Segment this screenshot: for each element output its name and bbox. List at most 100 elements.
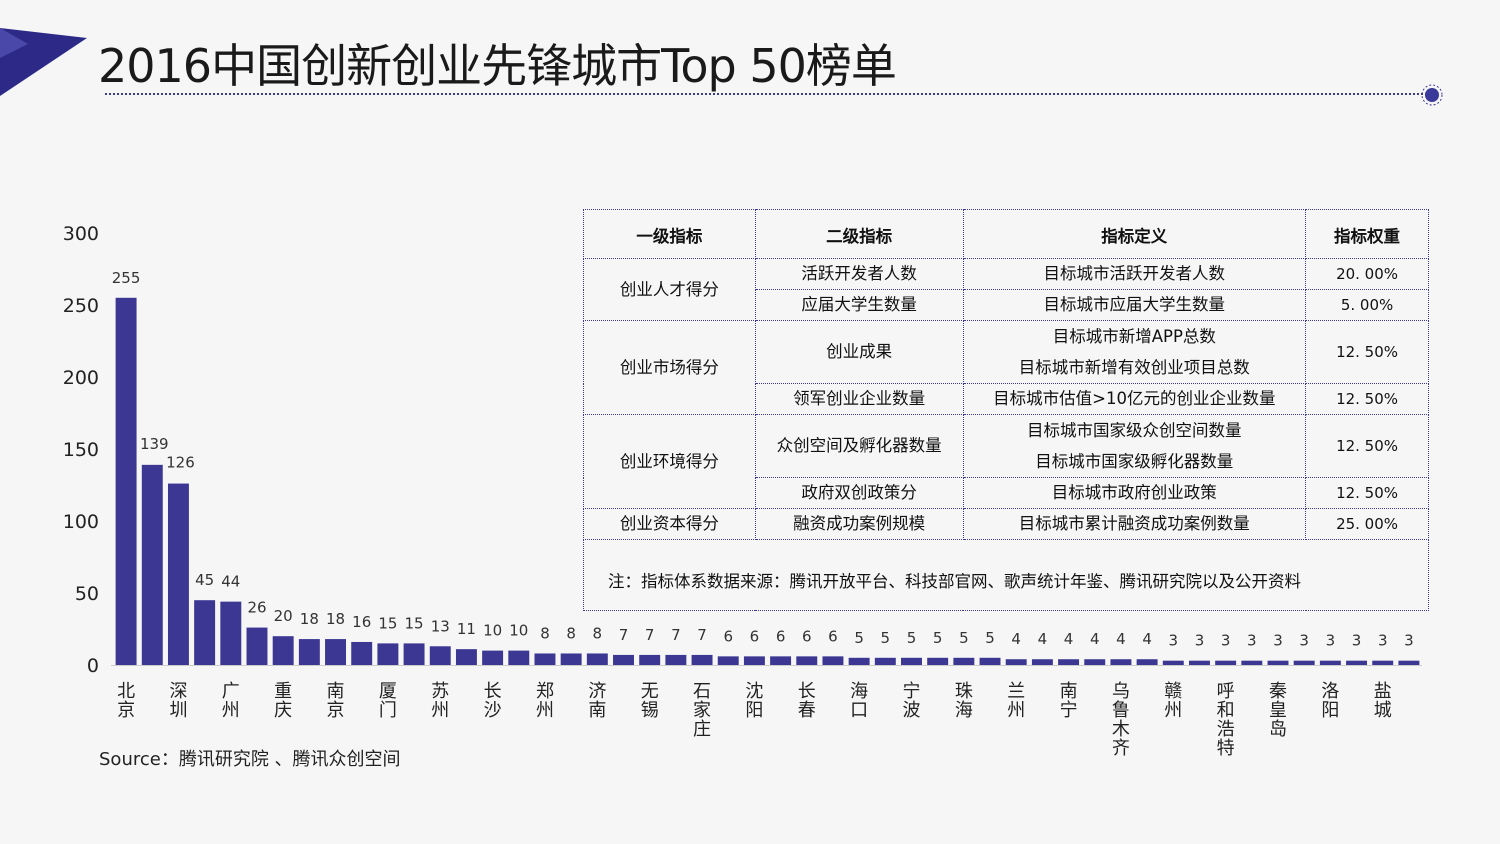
bar-value-label: 5 xyxy=(907,629,917,647)
weight-cell: 12. 50% xyxy=(1305,320,1429,384)
table-header-cell: 指标权重 xyxy=(1305,209,1429,259)
bar xyxy=(351,641,373,665)
bar-value-label: 139 xyxy=(140,435,169,453)
bar-value-label: 6 xyxy=(750,627,760,645)
bar xyxy=(1267,660,1289,665)
bar-value-label: 6 xyxy=(802,627,812,645)
bar xyxy=(298,639,320,665)
bar xyxy=(613,654,634,665)
bar xyxy=(377,643,399,665)
table-header-cell: 指标定义 xyxy=(962,209,1307,259)
bar-value-label: 10 xyxy=(509,622,528,640)
bar xyxy=(586,653,608,665)
x-category-label: 长沙 xyxy=(484,681,502,721)
x-category-label: 济南 xyxy=(588,681,606,721)
level2-cell: 活跃开发者人数 xyxy=(754,258,964,290)
bar xyxy=(639,654,661,665)
bar xyxy=(534,653,556,665)
bar-value-label: 3 xyxy=(1404,632,1414,650)
definition-line: 目标城市国家级孵化器数量 xyxy=(1035,452,1234,471)
bar xyxy=(167,483,189,665)
bar xyxy=(1372,660,1394,665)
bar-value-label: 3 xyxy=(1326,632,1336,650)
bar xyxy=(927,657,949,665)
bar xyxy=(1136,659,1158,665)
bar-value-label: 6 xyxy=(776,627,786,645)
bar-value-label: 6 xyxy=(723,627,733,645)
table-row: 创业资本得分 融资成功案例规模 目标城市累计融资成功案例数量 25. 00% xyxy=(583,508,1429,540)
x-category-label: 北京 xyxy=(117,681,135,721)
table-note: 注：指标体系数据来源：腾讯开放平台、科技部官网、歌声统计年鉴、腾讯研究院以及公开… xyxy=(583,539,1429,611)
bar xyxy=(272,636,294,665)
bar-value-label: 26 xyxy=(247,599,266,617)
title-divider xyxy=(105,93,1427,95)
x-category-label: 洛阳 xyxy=(1321,681,1339,721)
indicator-table: 一级指标 二级指标 指标定义 指标权重 创业人才得分 活跃开发者人数 目标城市活… xyxy=(583,209,1429,611)
table-note-row: 注：指标体系数据来源：腾讯开放平台、科技部官网、歌声统计年鉴、腾讯研究院以及公开… xyxy=(583,539,1429,611)
bar xyxy=(1398,660,1420,665)
x-category-label: 长春 xyxy=(798,681,816,721)
definition-line: 目标城市国家级众创空间数量 xyxy=(1027,421,1242,440)
bar xyxy=(848,657,870,665)
bar-value-label: 3 xyxy=(1195,632,1205,650)
level2-cell: 领军创业企业数量 xyxy=(754,383,964,415)
bar-value-label: 18 xyxy=(326,610,345,628)
bar xyxy=(1188,660,1210,665)
bar-value-label: 10 xyxy=(483,622,502,640)
bar-value-label: 4 xyxy=(1038,630,1048,648)
bar-value-label: 4 xyxy=(1142,630,1152,648)
x-category-label: 厦门 xyxy=(379,681,397,721)
definition-cell: 目标城市累计融资成功案例数量 xyxy=(962,508,1307,540)
weight-cell: 12. 50% xyxy=(1305,383,1429,415)
bar-value-label: 3 xyxy=(1378,632,1388,650)
page-title: 2016中国创新创业先锋城市Top 50榜单 xyxy=(98,39,897,93)
definition-line: 目标城市新增有效创业项目总数 xyxy=(1018,358,1250,377)
bar-value-label: 5 xyxy=(985,629,995,647)
bar xyxy=(220,601,242,665)
bar-value-label: 3 xyxy=(1273,632,1283,650)
bar xyxy=(1346,660,1368,665)
bar-value-label: 5 xyxy=(933,629,943,647)
divider-end-dot-icon xyxy=(1421,84,1443,106)
definition-cell: 目标城市估值>10亿元的创业企业数量 xyxy=(962,383,1307,415)
bar xyxy=(141,464,163,665)
bar-value-label: 16 xyxy=(352,613,371,631)
x-category-label: 南京 xyxy=(327,681,345,721)
corner-arrow-decoration xyxy=(0,28,87,96)
bar xyxy=(953,657,975,665)
bar-value-label: 11 xyxy=(457,620,476,638)
bar-value-label: 3 xyxy=(1352,632,1362,650)
bar xyxy=(1084,659,1106,665)
bar-value-label: 8 xyxy=(593,624,603,642)
bar xyxy=(979,657,1001,665)
x-category-label: 兰州 xyxy=(1007,681,1025,721)
bar xyxy=(691,654,713,665)
bar xyxy=(482,650,504,665)
x-category-label: 重庆 xyxy=(274,681,292,721)
bar xyxy=(743,656,765,665)
bar xyxy=(901,657,922,665)
level2-cell: 众创空间及孵化器数量 xyxy=(754,414,964,478)
x-category-label: 呼和浩特 xyxy=(1217,681,1235,759)
bar-value-label: 5 xyxy=(854,629,864,647)
bar xyxy=(1005,659,1027,665)
definition-cell: 目标城市活跃开发者人数 xyxy=(962,258,1307,290)
definition-cell: 目标城市应届大学生数量 xyxy=(962,289,1307,321)
bar xyxy=(1162,660,1184,665)
x-category-label: 沈阳 xyxy=(745,681,763,721)
bar-value-label: 44 xyxy=(221,573,240,591)
y-tick-label: 50 xyxy=(75,583,99,605)
x-category-label: 宁波 xyxy=(902,681,920,721)
bar-value-label: 4 xyxy=(1116,630,1126,648)
level1-cell: 创业人才得分 xyxy=(583,258,756,321)
weight-cell: 25. 00% xyxy=(1305,508,1429,540)
bar-value-label: 126 xyxy=(166,454,195,472)
x-category-label: 石家庄 xyxy=(693,681,711,740)
x-category-label: 苏州 xyxy=(431,681,449,721)
y-tick-label: 100 xyxy=(63,511,99,533)
bar xyxy=(1110,659,1132,665)
y-tick-label: 250 xyxy=(63,295,99,317)
definition-cell: 目标城市新增APP总数 目标城市新增有效创业项目总数 xyxy=(962,320,1307,384)
table-row: 应届大学生数量 目标城市应届大学生数量 5. 00% xyxy=(584,289,1429,321)
